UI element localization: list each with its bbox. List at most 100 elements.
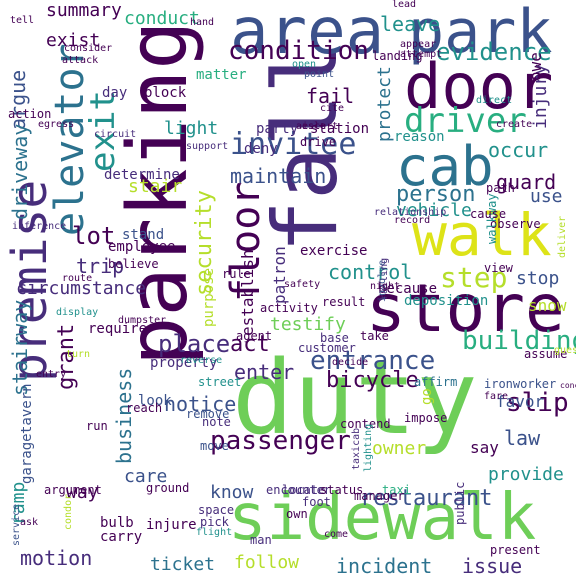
word: light [164, 118, 219, 139]
word: injure [146, 517, 197, 533]
word: reach [126, 401, 163, 415]
word: restaurant [360, 486, 493, 511]
word: status [320, 483, 364, 497]
word: business [112, 367, 136, 464]
word: lighting [363, 423, 374, 472]
word: escort [302, 121, 339, 132]
word: ironworker [484, 377, 557, 391]
word: tavern [19, 383, 35, 435]
word: aisle [296, 121, 327, 132]
word: owe [526, 51, 545, 81]
word: contend [340, 417, 391, 431]
word: appear [400, 39, 437, 50]
word: public [453, 481, 467, 526]
word: law [504, 426, 541, 450]
word: observe [490, 217, 541, 231]
word: patron [270, 245, 289, 304]
word: decide [332, 357, 369, 368]
word: encounter [266, 483, 332, 497]
word: route [62, 273, 93, 284]
word: reverse [180, 355, 223, 366]
word: street [198, 375, 242, 389]
word: condition [228, 36, 369, 66]
word: use [530, 186, 563, 207]
word: protect [374, 65, 395, 142]
word: note [202, 415, 231, 429]
word: action [8, 107, 52, 121]
word: entrance [310, 346, 436, 376]
word: come [324, 529, 349, 540]
word: ticket [150, 554, 216, 575]
word: exist [46, 30, 101, 51]
word: foot [302, 495, 331, 509]
word: attempt [400, 49, 443, 60]
word: snow [528, 296, 567, 315]
word: circumstance [16, 278, 147, 299]
word: entry [36, 369, 67, 380]
word: control [328, 260, 413, 284]
word: deny [244, 141, 278, 157]
word: cite [320, 103, 345, 114]
word: stair [128, 176, 183, 197]
word: safety [284, 279, 321, 290]
word: duty [232, 339, 478, 458]
word: believe [108, 257, 159, 271]
word: turn [66, 349, 91, 360]
word: go [419, 387, 435, 405]
word: create [496, 119, 533, 130]
word: taxi [382, 483, 411, 497]
word: issue [462, 554, 523, 576]
word: guard [496, 170, 557, 194]
word: direct [476, 95, 513, 106]
word: reason [394, 129, 445, 145]
word: view [484, 261, 513, 275]
word: employee [108, 239, 176, 255]
word: dumpster [118, 315, 167, 326]
word: care [124, 466, 168, 487]
word: carry [100, 529, 143, 545]
word: egress [38, 119, 75, 130]
word: place [158, 330, 231, 358]
word: deliver [557, 215, 568, 258]
word: flight [196, 527, 233, 538]
word: maintain [230, 164, 327, 188]
word: favor [496, 392, 545, 411]
word: establish [238, 249, 257, 337]
word: invitee [230, 127, 357, 162]
word: man [250, 533, 272, 547]
word: affirm [414, 375, 458, 389]
word: property [150, 355, 218, 371]
word: exercise [300, 243, 368, 259]
word: bicycle [326, 368, 419, 393]
word: point [304, 69, 335, 80]
word: fare [484, 391, 509, 402]
word: stairway [8, 299, 32, 396]
word: building [462, 326, 576, 356]
word: station [310, 121, 370, 137]
word: cause [470, 207, 507, 221]
word: deposition [404, 293, 489, 309]
word: matter [196, 67, 247, 83]
word: area [230, 0, 385, 69]
word: impose [404, 411, 448, 425]
word: display [56, 307, 99, 318]
word: guest [554, 345, 576, 356]
word: summary [46, 0, 122, 21]
word: bulb [100, 515, 134, 531]
word: party [256, 121, 299, 137]
word: present [490, 543, 541, 557]
word: stand [122, 227, 165, 243]
word: conduct [124, 8, 200, 29]
word: occur [488, 138, 549, 162]
word: drive [300, 135, 337, 149]
word: cab [396, 135, 494, 198]
word: way [66, 482, 99, 503]
word: remove [186, 407, 230, 421]
word: determine [104, 167, 180, 183]
word: trip [76, 254, 125, 278]
word: block [144, 85, 187, 101]
word: space [198, 503, 235, 517]
word: day [102, 85, 128, 101]
word: inference [12, 221, 67, 232]
